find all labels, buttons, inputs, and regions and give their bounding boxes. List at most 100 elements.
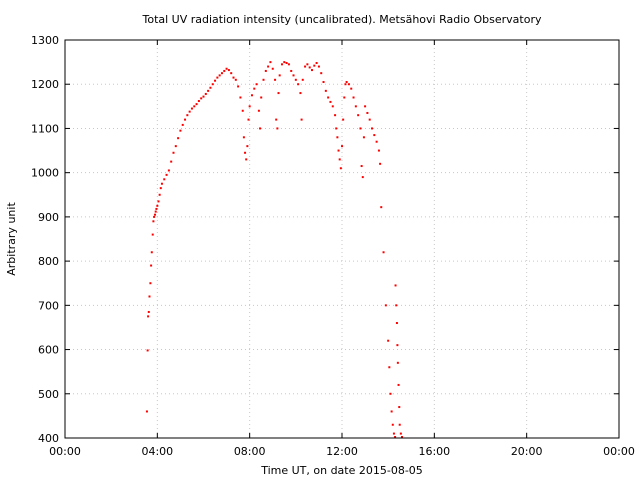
data-point <box>188 110 191 113</box>
data-point <box>197 100 200 103</box>
data-point <box>172 151 175 154</box>
data-point <box>259 127 262 130</box>
data-point <box>362 136 365 139</box>
data-point <box>306 63 309 66</box>
data-point <box>339 167 342 170</box>
data-point <box>371 127 374 130</box>
data-point <box>274 78 277 81</box>
data-point <box>394 284 397 287</box>
data-point <box>163 178 166 181</box>
data-point <box>150 264 153 267</box>
data-point <box>241 109 244 112</box>
data-point <box>382 251 385 254</box>
x-tick-label: 00:00 <box>603 445 635 458</box>
data-point <box>260 96 263 99</box>
data-point <box>248 105 251 108</box>
data-point <box>283 61 286 64</box>
axis-ticks: 400 500 600 700 800 900 1000 1100 1200 1300 00:00 0… <box>31 34 635 458</box>
data-point <box>275 118 278 121</box>
data-point <box>153 215 156 218</box>
data-point <box>292 74 295 77</box>
x-tick-label: 04:00 <box>141 445 173 458</box>
data-point <box>207 89 210 92</box>
grid <box>65 40 619 438</box>
chart-title: Total UV radiation intensity (uncalibrat… <box>142 13 542 26</box>
data-point <box>181 123 184 126</box>
y-tick-label: 600 <box>38 344 59 357</box>
data-point <box>152 220 155 223</box>
data-point <box>301 78 304 81</box>
data-points <box>145 61 404 438</box>
data-point <box>342 118 345 121</box>
x-tick-label: 20:00 <box>511 445 543 458</box>
data-point <box>211 83 214 86</box>
x-tick-label: 16:00 <box>418 445 450 458</box>
data-point <box>154 210 157 213</box>
data-point <box>343 96 346 99</box>
data-point <box>218 74 221 77</box>
data-point <box>216 76 219 79</box>
data-point <box>366 111 369 114</box>
data-point <box>313 64 316 67</box>
data-point <box>300 118 303 121</box>
data-point <box>271 67 274 70</box>
data-point <box>310 69 313 72</box>
y-tick-label: 1300 <box>31 34 59 47</box>
data-point <box>239 96 242 99</box>
data-point <box>223 69 226 72</box>
data-point <box>250 94 253 97</box>
data-point <box>186 114 189 117</box>
data-point <box>246 145 249 148</box>
data-point <box>247 118 250 121</box>
data-point <box>193 105 196 108</box>
data-point <box>337 149 340 152</box>
data-point <box>345 81 348 84</box>
y-tick-label: 1200 <box>31 78 59 91</box>
data-point <box>368 118 371 121</box>
data-point <box>149 282 152 285</box>
data-point <box>294 78 297 81</box>
data-point <box>377 149 380 152</box>
data-point <box>324 89 327 92</box>
data-point <box>167 169 170 172</box>
data-point <box>375 140 378 143</box>
data-point <box>304 65 307 68</box>
data-point <box>387 339 390 342</box>
data-point <box>388 366 391 369</box>
y-tick-label: 800 <box>38 255 59 268</box>
data-point <box>335 127 338 130</box>
data-point <box>322 81 325 84</box>
data-point <box>352 96 355 99</box>
data-point <box>285 61 288 64</box>
data-point <box>184 118 187 121</box>
data-point <box>395 304 398 307</box>
data-point <box>399 432 402 435</box>
data-point <box>394 436 397 438</box>
x-tick-label: 12:00 <box>326 445 358 458</box>
data-point <box>331 105 334 108</box>
y-tick-label: 1000 <box>31 167 59 180</box>
data-point <box>276 127 279 130</box>
data-point <box>148 295 151 298</box>
data-point <box>280 63 283 66</box>
data-point <box>389 392 392 395</box>
data-point <box>329 100 332 103</box>
data-point <box>200 97 203 100</box>
data-point <box>373 134 376 137</box>
data-point <box>297 83 300 86</box>
data-point <box>269 61 272 64</box>
data-point <box>278 74 281 77</box>
data-point <box>327 96 330 99</box>
data-point <box>290 69 293 72</box>
data-point <box>170 160 173 163</box>
data-point <box>150 251 153 254</box>
data-point <box>354 105 357 108</box>
data-point <box>214 79 217 82</box>
y-axis-label: Arbitrary unit <box>5 202 18 276</box>
data-point <box>234 78 237 81</box>
data-point <box>209 86 212 89</box>
data-point <box>174 145 177 148</box>
data-point <box>245 158 248 161</box>
data-point <box>151 233 154 236</box>
